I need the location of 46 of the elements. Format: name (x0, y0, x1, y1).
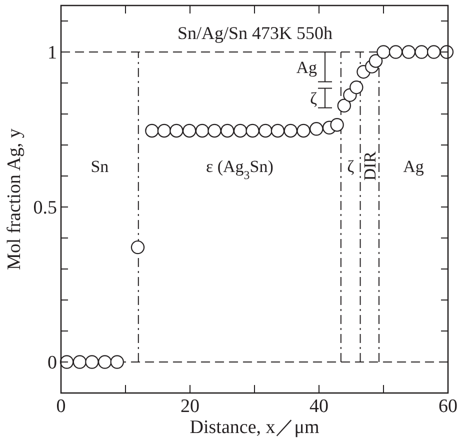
point (208, 124, 222, 138)
point (368, 54, 383, 68)
point (98, 355, 112, 369)
point (310, 122, 324, 136)
annotation: Ag (296, 58, 318, 77)
y-tick-label: 1 (48, 42, 57, 64)
annotation: DIR (360, 150, 380, 181)
point (145, 124, 159, 138)
y-axis-title: Mol fraction Ag, y (4, 128, 25, 270)
x-tick-label: 20 (180, 396, 200, 417)
point (330, 118, 344, 132)
point (388, 45, 403, 59)
y-tick-label: 0 (48, 352, 57, 374)
point (157, 124, 172, 138)
point (402, 45, 416, 59)
point (220, 124, 234, 138)
annotation: Ag (403, 156, 424, 176)
point (72, 355, 87, 369)
point (426, 45, 441, 59)
x-tick-label: 40 (310, 396, 328, 417)
point (60, 355, 74, 369)
annotation: ζ (347, 156, 354, 176)
x-tick-label: 60 (438, 396, 458, 417)
point (296, 124, 310, 138)
x-axis-title: Distance, x／μm (190, 417, 320, 438)
point (440, 45, 454, 59)
point (233, 124, 248, 138)
y-tick-label: 0.5 (33, 198, 57, 219)
point (284, 124, 298, 138)
text: Sn/Ag/Sn 473K 550h (177, 23, 333, 43)
point (270, 124, 285, 138)
point (130, 240, 145, 254)
point (258, 124, 272, 138)
point (350, 80, 364, 94)
point (85, 355, 99, 369)
annotation: Sn (90, 156, 110, 176)
annotation: ζ (310, 88, 317, 108)
point (376, 45, 390, 59)
point (170, 124, 184, 138)
point (182, 124, 196, 138)
point (195, 124, 210, 138)
point (337, 98, 352, 112)
annotation: ε (Ag$_{3}$Sn) (206, 156, 274, 182)
point (246, 124, 260, 138)
point (414, 45, 428, 59)
point (110, 355, 124, 369)
